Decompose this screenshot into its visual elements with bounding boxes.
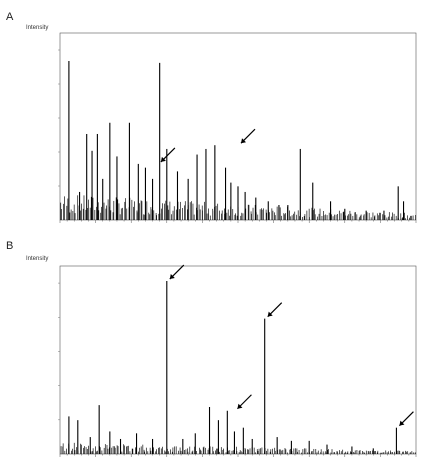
- panel-a-ylabel: Intensity: [26, 25, 48, 31]
- panel-a-peaks: [68, 61, 405, 220]
- panel-b-label: B: [6, 240, 13, 252]
- panel-b-plot-frame: [59, 265, 417, 455]
- arrow-head: [241, 138, 246, 144]
- annotation-arrow: [398, 411, 414, 427]
- arrow-head: [237, 403, 243, 409]
- panel-a-label: A: [6, 11, 14, 23]
- annotation-arrow: [237, 394, 252, 410]
- panel-b-peaks: [68, 281, 397, 454]
- panel-b-ticks: [58, 282, 417, 457]
- panel-a-arrows: [160, 128, 256, 163]
- arrow-head: [399, 420, 405, 426]
- panel-b-ylabel: Intensity: [26, 256, 48, 262]
- panel-b: B Intensity: [6, 240, 417, 457]
- arrow-head: [169, 274, 175, 280]
- arrow-head: [160, 156, 166, 162]
- annotation-arrow: [169, 264, 185, 280]
- panel-a-ticks: [58, 49, 417, 223]
- panel-a: A Intensity: [6, 11, 417, 223]
- annotation-arrow: [160, 147, 176, 163]
- arrow-head: [267, 311, 273, 317]
- panel-b-arrows: [169, 264, 414, 427]
- annotation-arrow: [240, 128, 256, 144]
- annotation-arrow: [267, 302, 283, 318]
- panel-b-baseline-noise: [60, 442, 416, 454]
